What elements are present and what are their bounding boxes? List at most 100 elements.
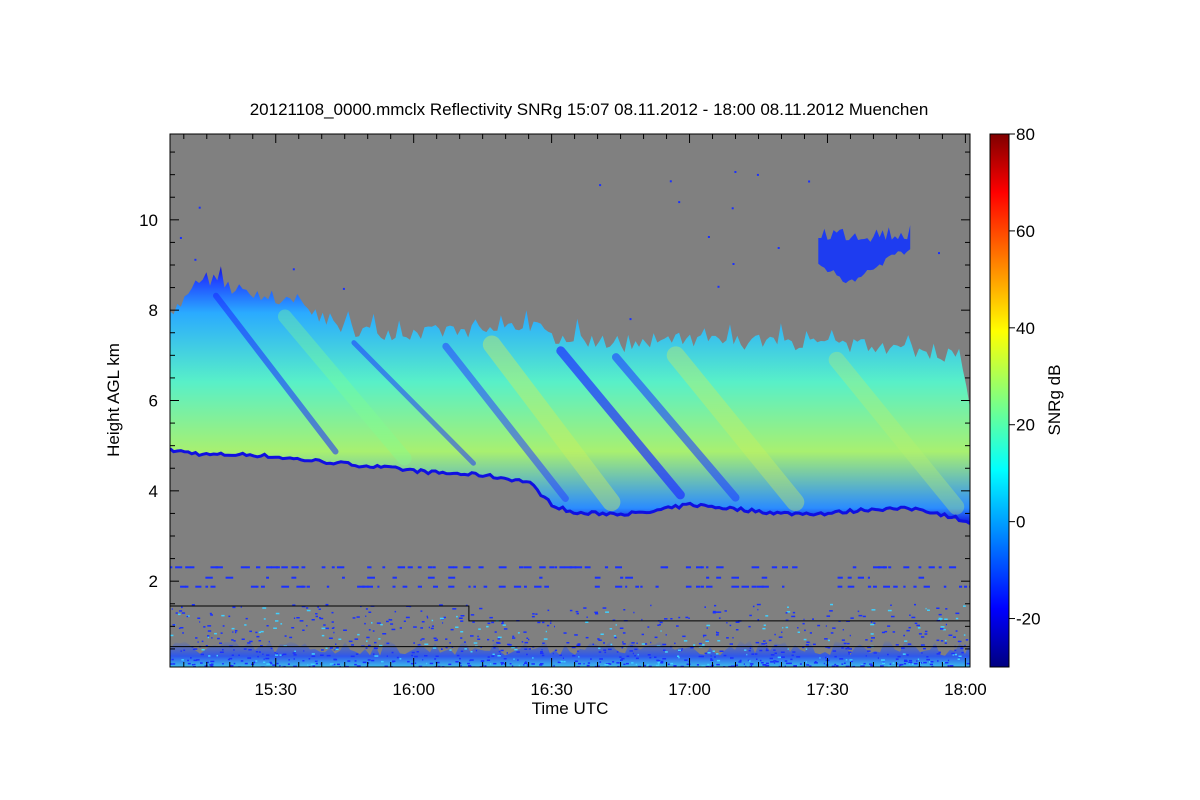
speckle — [517, 659, 519, 661]
speckle — [240, 606, 242, 608]
speckle — [355, 653, 359, 655]
speckle — [658, 663, 660, 665]
speckle — [615, 585, 623, 588]
speckle — [552, 652, 554, 655]
speckle — [492, 653, 495, 656]
speckle — [657, 659, 661, 662]
speckle — [873, 585, 877, 588]
speckle — [430, 627, 434, 630]
speckle — [392, 576, 397, 579]
speckle — [371, 622, 373, 624]
speckle — [296, 585, 304, 588]
speckle — [741, 585, 749, 588]
speckle — [543, 638, 548, 640]
speckle — [665, 651, 668, 653]
speckle — [847, 642, 850, 645]
speckle — [730, 657, 734, 659]
speckle — [439, 617, 444, 620]
speckle — [803, 618, 805, 621]
speckle — [449, 649, 452, 651]
speckle — [270, 662, 273, 665]
speckle — [276, 662, 279, 665]
speckle — [374, 647, 378, 650]
speckle — [291, 576, 297, 579]
speckle — [577, 650, 579, 652]
cloud-streak — [666, 346, 805, 512]
speckle — [470, 659, 474, 661]
speckle — [326, 585, 330, 588]
speckle — [179, 237, 182, 239]
speckle — [770, 661, 774, 663]
speckle — [329, 647, 333, 649]
speckle — [892, 662, 895, 664]
speckle — [731, 207, 734, 210]
speckle — [898, 665, 901, 667]
speckle — [586, 664, 590, 667]
speckle — [714, 604, 717, 607]
colorbar-gradient — [989, 133, 1010, 668]
speckle — [923, 661, 927, 664]
speckle — [903, 660, 908, 663]
speckle — [342, 576, 345, 579]
speckle — [952, 636, 956, 638]
speckle — [183, 649, 186, 651]
speckle — [512, 637, 516, 639]
speckle — [674, 642, 676, 645]
speckle — [448, 566, 454, 569]
speckle — [716, 632, 720, 634]
speckle — [938, 613, 942, 616]
speckle — [908, 661, 913, 664]
cloud-streak — [482, 335, 621, 512]
speckle — [524, 648, 528, 650]
speckle — [845, 659, 848, 661]
speckle — [284, 635, 287, 637]
speckle — [501, 662, 504, 665]
colorbar-ticks: -20 0 20 40 60 80 — [1009, 125, 1041, 629]
speckle — [883, 566, 887, 569]
speckle — [825, 625, 827, 627]
speckle — [850, 660, 853, 663]
speckle — [757, 608, 759, 611]
speckle — [195, 637, 198, 639]
speckle — [205, 576, 213, 579]
speckle — [257, 655, 259, 658]
speckle — [924, 630, 928, 633]
speckle — [888, 566, 892, 569]
speckle — [923, 585, 930, 588]
speckle — [608, 662, 610, 665]
speckle — [936, 639, 940, 642]
speckle — [785, 662, 790, 665]
speckle — [299, 620, 304, 622]
speckle — [524, 641, 529, 644]
speckle — [502, 624, 506, 626]
speckle — [547, 609, 550, 612]
speckle — [658, 660, 660, 663]
speckle — [292, 652, 296, 654]
speckle — [748, 649, 751, 652]
speckle — [326, 654, 331, 657]
speckle — [317, 606, 319, 608]
y-axis: 2 4 6 8 10 — [139, 151, 970, 650]
speckle — [845, 647, 848, 650]
speckle — [756, 173, 759, 176]
speckle — [629, 650, 633, 652]
speckle — [827, 647, 831, 649]
speckle — [707, 236, 710, 238]
speckle — [782, 566, 788, 569]
speckle — [615, 566, 622, 569]
speckle — [660, 660, 664, 663]
speckle — [754, 653, 758, 655]
speckle — [867, 585, 872, 588]
speckle — [660, 662, 664, 664]
speckle — [914, 603, 916, 606]
speckle — [541, 649, 543, 651]
speckle — [578, 644, 581, 646]
speckle — [230, 664, 232, 667]
speckle — [696, 585, 701, 588]
speckle — [706, 566, 709, 569]
speckle — [289, 636, 293, 639]
speckle — [448, 585, 455, 588]
speckle — [789, 662, 792, 665]
speckle — [256, 635, 260, 638]
speckle — [365, 647, 368, 649]
